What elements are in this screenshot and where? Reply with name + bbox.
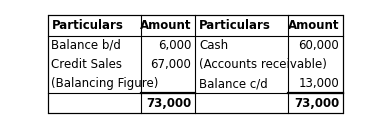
Text: Cash: Cash bbox=[199, 39, 228, 52]
Text: Balance b/d: Balance b/d bbox=[51, 39, 121, 52]
Text: Amount: Amount bbox=[140, 19, 191, 32]
Text: 60,000: 60,000 bbox=[298, 39, 339, 52]
Text: 13,000: 13,000 bbox=[298, 77, 339, 90]
Text: Balance c/d: Balance c/d bbox=[199, 77, 268, 90]
Text: Particulars: Particulars bbox=[199, 19, 271, 32]
Text: 73,000: 73,000 bbox=[146, 97, 191, 110]
Text: Credit Sales: Credit Sales bbox=[51, 58, 122, 71]
Text: (Accounts receivable): (Accounts receivable) bbox=[199, 58, 327, 71]
Text: 73,000: 73,000 bbox=[294, 97, 339, 110]
Text: (Balancing Figure): (Balancing Figure) bbox=[51, 77, 159, 90]
Text: Amount: Amount bbox=[288, 19, 339, 32]
Text: Particulars: Particulars bbox=[51, 19, 123, 32]
Text: 67,000: 67,000 bbox=[150, 58, 191, 71]
Text: 6,000: 6,000 bbox=[158, 39, 191, 52]
